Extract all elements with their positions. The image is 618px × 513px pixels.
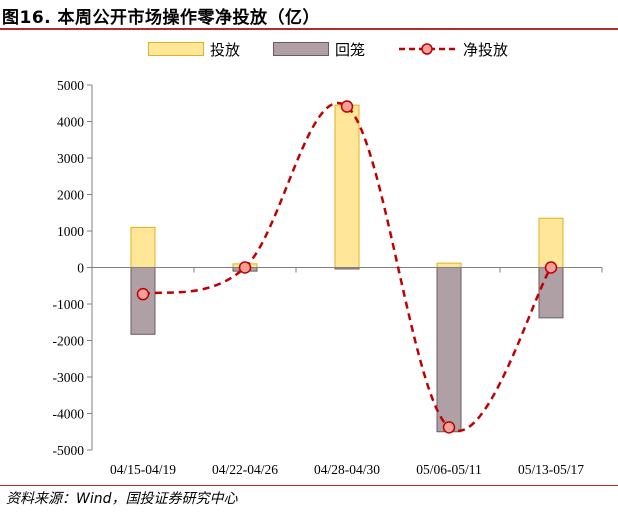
x-category-label: 05/13-05/17 — [518, 462, 584, 477]
x-category-label: 05/06-05/11 — [416, 462, 482, 477]
x-category-label: 04/28-04/30 — [314, 462, 380, 477]
inject-bar-0 — [130, 226, 156, 269]
y-tick-label: 4000 — [57, 115, 84, 130]
x-category-label: 04/15-04/19 — [110, 462, 176, 477]
legend-label-inject: 投放 — [210, 40, 241, 59]
legend-item-inject: 投放 — [148, 39, 240, 59]
y-tick-label: 0 — [77, 261, 84, 276]
x-category-label: 04/22-04/26 — [212, 462, 278, 477]
legend-item-withdraw: 回笼 — [273, 39, 365, 59]
net-point-0 — [136, 287, 150, 301]
source-note: 资料来源：Wind，国投证券研究中心 — [6, 491, 238, 507]
y-tick-label: -1000 — [53, 297, 85, 312]
inject-bar-2 — [334, 104, 360, 268]
inject-bar-3 — [436, 262, 462, 268]
legend-swatch-net — [399, 43, 455, 55]
title-underline — [0, 28, 618, 30]
y-tick-label: 3000 — [57, 151, 84, 166]
legend-net-marker — [421, 43, 433, 55]
legend-item-net: 净投放 — [397, 39, 508, 59]
source-divider — [0, 485, 618, 486]
net-point-3 — [442, 421, 456, 434]
figure-title: 图16. 本周公开市场操作零净投放（亿） — [2, 8, 321, 28]
y-tick-label: -3000 — [53, 370, 85, 385]
legend-label-net: 净投放 — [463, 40, 509, 59]
y-tick-label: 2000 — [57, 188, 84, 203]
legend-label-withdraw: 回笼 — [335, 40, 366, 59]
legend-swatch-inject — [148, 42, 204, 56]
net-line-series — [142, 101, 553, 432]
withdraw-bar-3 — [436, 267, 462, 433]
inject-bar-4 — [538, 217, 564, 269]
withdraw-bar-0 — [130, 267, 156, 335]
chart-legend: 投放 回笼 净投放 — [0, 39, 618, 61]
net-point-2 — [340, 100, 354, 113]
net-point-1 — [238, 261, 252, 274]
net-point-4 — [544, 261, 558, 274]
withdraw-bar-4 — [538, 267, 564, 319]
y-tick-label: 1000 — [57, 224, 84, 239]
y-tick-label: -2000 — [53, 334, 85, 349]
y-tick-label: -4000 — [53, 407, 85, 422]
legend-swatch-withdraw — [273, 42, 329, 56]
y-tick-label: -5000 — [53, 443, 85, 458]
y-tick-label: 5000 — [57, 78, 84, 93]
